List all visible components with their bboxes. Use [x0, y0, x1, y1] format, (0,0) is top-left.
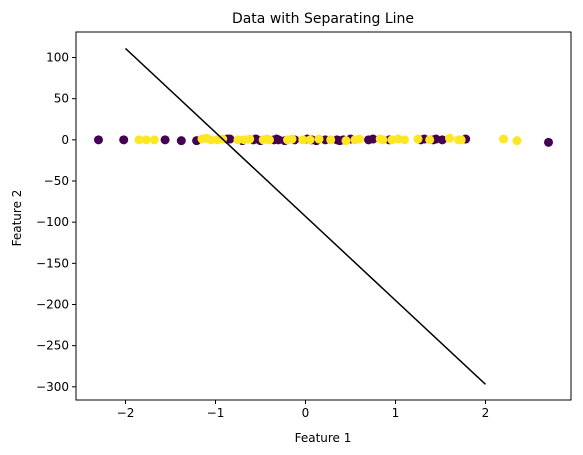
chart-title: Data with Separating Line — [232, 11, 414, 27]
scatter-point-class0-0 — [94, 135, 103, 145]
x-tick-label: 1 — [392, 406, 400, 420]
x-axis-label: Feature 1 — [295, 431, 352, 445]
scatter-point-class1-19 — [326, 135, 336, 145]
scatter-point-class1-20 — [341, 136, 351, 146]
separating-line — [124, 47, 487, 385]
scatter-point-class1-5 — [206, 135, 216, 145]
y-tick-label: 50 — [54, 92, 69, 106]
scatter-point-class1-27 — [400, 135, 409, 145]
x-tick-label: 0 — [302, 406, 310, 420]
scatter-point-class1-0 — [134, 135, 144, 145]
plot-marks — [94, 47, 553, 385]
scatter-point-class1-22 — [355, 134, 364, 144]
scatter-point-class0-3 — [176, 136, 186, 146]
scatter-point-class1-1 — [141, 135, 151, 145]
y-tick-label: 0 — [61, 133, 69, 147]
scatter-point-class1-34 — [512, 136, 522, 146]
x-tick-label: 2 — [482, 406, 490, 420]
scatter-point-class1-15 — [287, 134, 297, 144]
y-axis-label: Feature 2 — [10, 190, 24, 247]
scatter-point-class1-28 — [413, 134, 423, 144]
x-axis: −2 −1 0 1 2 — [117, 400, 490, 420]
scatter-point-class1-10 — [245, 134, 255, 144]
y-tick-label: −200 — [36, 298, 69, 312]
scatter-point-class0-31 — [437, 135, 447, 145]
scatter-point-class1-17 — [305, 135, 315, 145]
y-tick-label: −300 — [36, 380, 69, 394]
scatter-point-class1-16 — [298, 135, 308, 145]
y-tick-label: −100 — [36, 215, 69, 229]
scatter-point-class0-33 — [544, 137, 553, 147]
scatter-point-class0-6 — [225, 134, 235, 144]
scatter-point-class1-32 — [456, 135, 466, 145]
y-tick-label: −150 — [36, 256, 69, 270]
scatter-point-class0-25 — [368, 134, 378, 144]
scatter-point-class1-33 — [499, 134, 508, 144]
y-tick-label: −250 — [36, 339, 69, 353]
x-tick-label: −2 — [117, 406, 135, 420]
x-tick-label: −1 — [207, 406, 225, 420]
y-tick-label: −50 — [44, 174, 69, 188]
scatter-point-class1-30 — [445, 133, 454, 143]
plot-frame — [75, 31, 572, 401]
scatter-point-class1-8 — [233, 135, 243, 145]
scatter-point-class1-2 — [149, 135, 159, 145]
scatter-point-class0-2 — [160, 135, 170, 145]
scatter-point-class1-18 — [314, 134, 324, 144]
scatter-point-class0-1 — [119, 135, 129, 145]
scatter-point-class1-13 — [265, 135, 274, 145]
y-tick-label: 100 — [46, 51, 69, 65]
scatter-point-class1-24 — [378, 135, 388, 145]
y-axis: 100 50 0 −50 −100 −150 −200 −250 −300 — [36, 51, 76, 394]
scatter-point-class1-29 — [425, 135, 435, 145]
